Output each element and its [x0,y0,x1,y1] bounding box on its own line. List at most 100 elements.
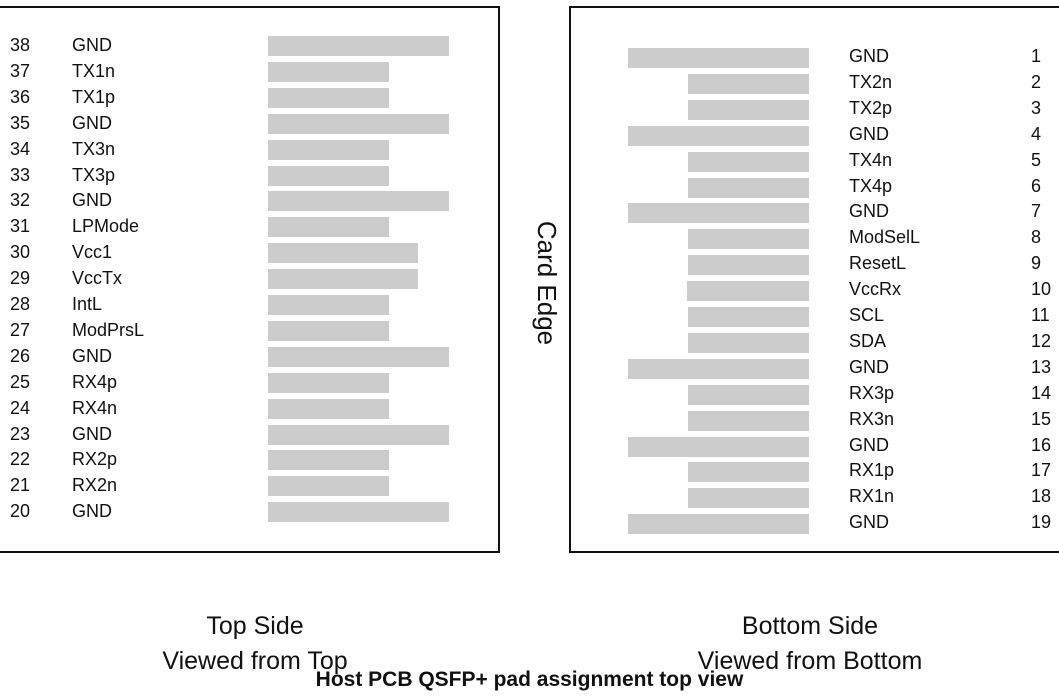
pin-number: 11 [1031,305,1050,325]
contact-pad [268,243,418,264]
contact-pad [268,269,418,290]
pin-number: 27 [10,319,31,340]
pin-number: 24 [10,397,31,418]
pin-name: RX1n [849,486,895,507]
pin-name: GND [72,423,112,444]
contact-pad [688,384,809,405]
pin-name: RX3n [849,408,895,429]
pin-name: RX3p [849,382,895,403]
pin-name: TX1p [72,86,116,107]
contact-pad [628,48,809,68]
pin-number: 33 [10,164,31,185]
pin-name: TX1n [72,60,116,81]
pin-name: TX4n [849,149,893,170]
pin-name: GND [72,190,112,211]
pin-name: GND [849,46,889,66]
contact-pad [688,73,809,94]
contact-pad [268,113,449,134]
pin-name: GND [849,123,889,144]
bottom-side-panel [569,6,1059,553]
pin-number: 2 [1031,71,1042,92]
pin-name: VccTx [72,268,123,289]
pin-name: SCL [849,305,885,325]
pin-number: 5 [1031,149,1042,170]
contact-pad [268,372,389,393]
pin-number: 28 [10,294,31,314]
pin-name: TX3n [72,138,116,159]
pin-name: GND [72,112,112,133]
contact-pad [688,99,809,120]
pin-number: 6 [1031,175,1042,196]
pin-number: 15 [1031,408,1052,429]
pin-number: 20 [10,501,31,522]
bottom-side-caption-subtitle: Viewed from Bottom [697,647,923,675]
contact-pad [628,358,809,379]
pin-number: 34 [10,138,31,159]
pin-name: TX2p [849,97,893,118]
contact-pad [688,462,809,483]
pin-name: ModSelL [849,227,921,248]
contact-pad [688,151,809,172]
contact-pad [268,191,449,212]
pin-number: 25 [10,371,31,392]
pin-number: 14 [1031,382,1052,403]
contact-pad [688,410,809,431]
pin-name: RX4p [72,371,118,392]
figure-caption: Host PCB QSFP+ pad assignment top view [315,668,744,691]
pin-name: RX4n [72,397,118,418]
pin-number: 31 [10,216,31,237]
pin-name: RX2n [72,475,118,496]
pin-name: GND [849,512,889,533]
pin-number: 22 [10,449,31,470]
pin-number: 13 [1031,356,1052,377]
pin-name: LPMode [72,216,140,237]
pin-number: 1 [1031,46,1042,66]
pin-number: 17 [1031,460,1052,481]
contact-pad [268,139,389,160]
pin-number: 18 [1031,486,1052,507]
pin-number: 36 [10,86,31,107]
pin-number: 30 [10,242,31,263]
contact-pad [688,229,809,250]
contact-pad [687,281,809,302]
pin-number: 29 [10,268,31,289]
pin-number: 9 [1031,253,1042,274]
pin-name: TX3p [72,164,116,185]
contact-pad [268,36,449,56]
pin-name: ModPrsL [72,319,145,340]
pin-number: 12 [1031,330,1052,351]
pin-number: 8 [1031,227,1042,248]
contact-pad [628,436,809,457]
pin-name: RX2p [72,449,118,470]
pin-number: 10 [1031,279,1052,300]
contact-pad [688,177,809,198]
pin-number: 35 [10,112,31,133]
pin-name: GND [849,201,889,222]
contact-pad [268,165,389,186]
contact-pad [268,476,389,497]
contact-pad [688,488,809,509]
contact-pad [268,87,389,108]
contact-pad [688,332,809,353]
pin-name: RX1p [849,460,895,481]
pin-name: GND [72,35,112,55]
pin-name: TX2n [849,71,893,92]
bottom-side-caption-title: Bottom Side [741,612,879,640]
contact-pad [628,514,809,535]
pin-name: SDA [849,330,887,351]
top-side-caption-subtitle: Viewed from Top [162,647,348,675]
pin-number: 37 [10,60,31,81]
pin-number: 16 [1031,434,1052,455]
top-side-panel [0,6,500,553]
pin-number: 26 [10,345,31,366]
contact-pad [268,424,449,445]
pin-number: 19 [1031,512,1052,533]
pin-name: Vcc1 [72,242,113,263]
pin-number: 7 [1031,201,1042,222]
pin-number: 38 [10,35,31,55]
contact-pad [628,125,809,146]
contact-pad [268,61,389,82]
contact-pad [628,203,809,224]
contact-pad [268,502,449,523]
contact-pad [268,295,389,315]
